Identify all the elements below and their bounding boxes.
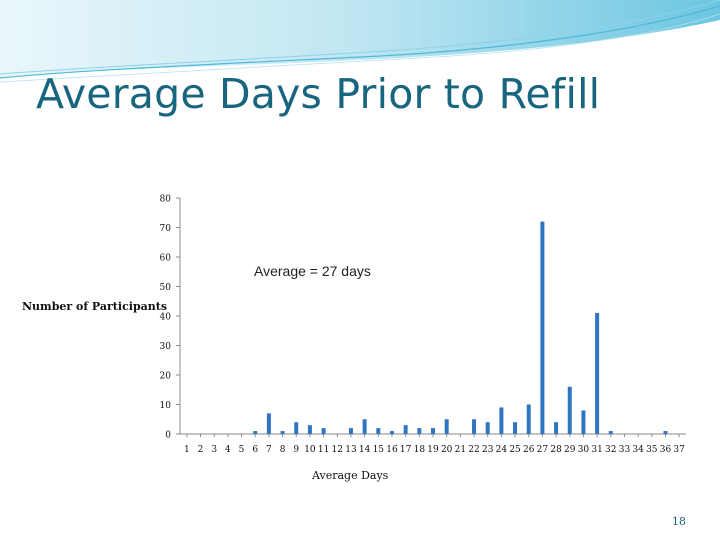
bar-day-6 <box>253 431 258 434</box>
bar-day-14 <box>362 419 367 434</box>
bar-day-17 <box>403 425 408 434</box>
x-tick-label: 19 <box>427 445 439 455</box>
x-tick-label: 7 <box>266 445 272 455</box>
page-number: 18 <box>672 515 686 528</box>
slide-title: Average Days Prior to Refill <box>36 70 601 118</box>
average-annotation: Average = 27 days <box>254 263 371 279</box>
bar-day-19 <box>431 428 435 434</box>
y-tick-label: 30 <box>160 342 172 352</box>
y-tick-label: 50 <box>160 283 172 293</box>
x-tick-label: 28 <box>550 445 562 455</box>
x-tick-label: 37 <box>673 445 685 455</box>
x-tick-label: 3 <box>211 445 217 455</box>
bar-day-15 <box>376 428 381 434</box>
bar-day-29 <box>567 386 572 434</box>
y-axis-label: Number of Participants <box>22 300 168 313</box>
x-tick-label: 36 <box>660 445 672 455</box>
x-tick-label: 33 <box>619 445 631 455</box>
x-tick-label: 22 <box>468 445 479 455</box>
x-tick-label: 31 <box>591 445 602 455</box>
y-tick-label: 80 <box>160 195 172 205</box>
bar-day-25 <box>513 422 518 434</box>
bar-day-28 <box>554 422 559 434</box>
x-tick-label: 35 <box>646 445 658 455</box>
x-tick-label: 34 <box>632 445 644 455</box>
x-tick-label: 6 <box>252 445 258 455</box>
bar-day-8 <box>280 431 285 434</box>
x-tick-label: 21 <box>455 445 466 455</box>
x-tick-label: 29 <box>564 445 576 455</box>
bar-day-32 <box>608 431 613 434</box>
y-tick-label: 0 <box>165 431 171 441</box>
x-tick-label: 2 <box>198 445 204 455</box>
bar-day-23 <box>485 422 490 434</box>
x-tick-label: 16 <box>386 445 398 455</box>
bar-day-10 <box>307 425 312 434</box>
y-tick-label: 20 <box>160 372 172 382</box>
x-tick-label: 20 <box>441 445 453 455</box>
bar-day-26 <box>526 404 531 434</box>
bar-day-13 <box>348 428 353 434</box>
x-axis-label: Average Days <box>312 469 389 482</box>
bar-day-16 <box>389 431 394 434</box>
x-tick-label: 27 <box>537 445 549 455</box>
y-tick-label: 70 <box>160 224 172 234</box>
x-tick-label: 5 <box>239 445 245 455</box>
bar-day-20 <box>444 419 449 434</box>
x-tick-label: 23 <box>482 445 494 455</box>
bar-day-24 <box>499 407 504 434</box>
x-tick-label: 8 <box>280 445 286 455</box>
x-tick-label: 25 <box>509 445 521 455</box>
header-banner <box>0 0 720 83</box>
bar-day-11 <box>321 428 326 434</box>
x-tick-label: 13 <box>345 445 357 455</box>
x-tick-label: 11 <box>318 445 329 455</box>
x-tick-label: 10 <box>304 445 316 455</box>
bar-day-36 <box>663 431 668 434</box>
x-tick-label: 1 <box>184 445 190 455</box>
bar-day-9 <box>294 422 299 434</box>
x-tick-label: 26 <box>523 445 535 455</box>
x-tick-label: 32 <box>605 445 616 455</box>
x-tick-label: 9 <box>293 445 299 455</box>
y-tick-label: 60 <box>160 254 172 264</box>
x-tick-label: 12 <box>332 445 343 455</box>
x-tick-label: 30 <box>578 445 590 455</box>
bar-day-18 <box>417 428 422 434</box>
x-tick-label: 17 <box>400 445 412 455</box>
x-tick-label: 18 <box>414 445 426 455</box>
x-tick-label: 14 <box>359 445 371 455</box>
bar-day-22 <box>472 419 477 434</box>
y-tick-label: 10 <box>160 401 172 411</box>
x-tick-label: 24 <box>496 445 508 455</box>
bar-day-30 <box>581 410 586 434</box>
y-tick-label: 40 <box>160 313 172 323</box>
x-tick-label: 4 <box>225 445 231 455</box>
bar-day-31 <box>595 313 600 434</box>
x-tick-label: 15 <box>373 445 385 455</box>
bar-day-7 <box>266 413 271 434</box>
bar-day-27 <box>540 221 545 434</box>
